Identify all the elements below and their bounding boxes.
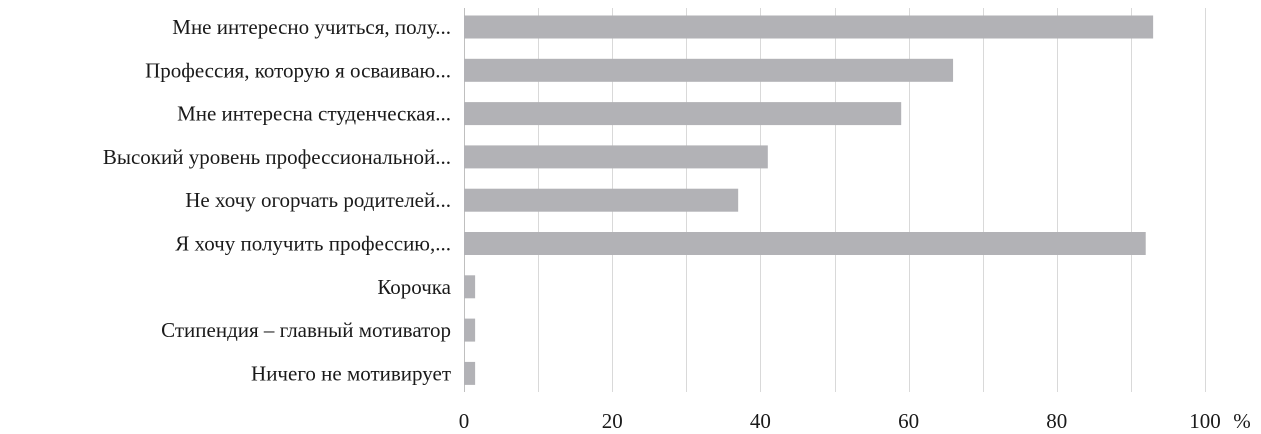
- x-tick-label-0: 0: [459, 409, 470, 433]
- category-label-4: Не хочу огорчать родителей...: [185, 188, 451, 212]
- bar-8: [464, 361, 476, 385]
- x-tick-label-2: 40: [750, 409, 771, 433]
- category-label-8: Ничего не мотивирует: [251, 361, 451, 385]
- bar-5: [464, 232, 1146, 255]
- x-tick-label-1: 20: [602, 409, 623, 433]
- bars: [464, 15, 1154, 385]
- bar-6: [464, 275, 476, 299]
- bar-0: [464, 15, 1154, 39]
- bar-4: [464, 188, 739, 212]
- x-tick-label-5: 100: [1189, 409, 1221, 433]
- x-tick-label-4: 80: [1046, 409, 1067, 433]
- category-label-2: Мне интересна студенческая...: [177, 102, 451, 126]
- category-labels: Мне интересно учиться, полу... Профессия,…: [103, 15, 452, 385]
- x-axis-unit-label: %: [1233, 409, 1251, 433]
- bar-1: [464, 58, 954, 82]
- category-label-7: Стипендия – главный мотиватор: [161, 318, 451, 342]
- category-label-5: Я хочу получить профессию,...: [175, 232, 451, 256]
- bar-2: [464, 102, 902, 126]
- bar-3: [464, 145, 768, 169]
- category-label-1: Профессия, которую я осваиваю...: [145, 58, 451, 82]
- category-label-6: Корочка: [377, 275, 451, 299]
- x-axis-tick-labels: 0 20 40 60 80 100: [459, 409, 1221, 433]
- bar-7: [464, 318, 476, 342]
- x-tick-label-3: 60: [898, 409, 919, 433]
- category-label-0: Мне интересно учиться, полу...: [172, 15, 451, 39]
- category-label-3: Высокий уровень профессиональной...: [103, 145, 451, 169]
